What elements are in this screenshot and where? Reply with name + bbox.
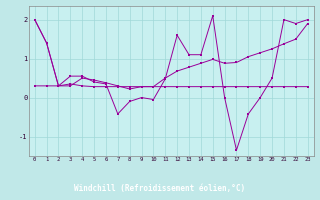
Text: Windchill (Refroidissement éolien,°C): Windchill (Refroidissement éolien,°C)	[75, 184, 245, 193]
